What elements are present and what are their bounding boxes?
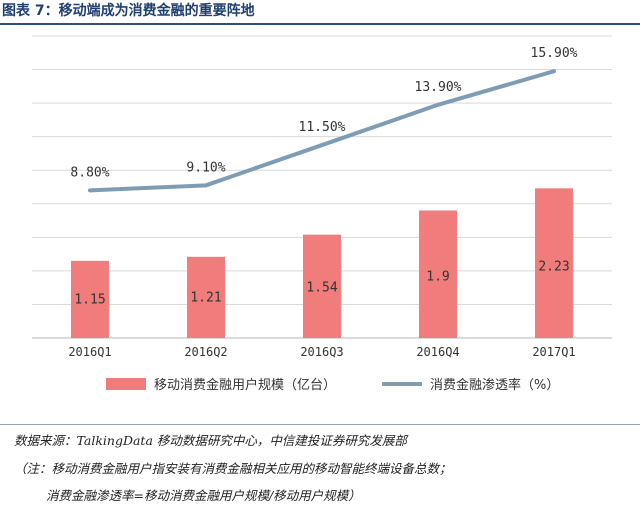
line-point-2016Q3 bbox=[320, 143, 324, 148]
line-value-label: 11.50% bbox=[299, 120, 346, 135]
bar-value-label: 1.21 bbox=[190, 290, 221, 305]
x-tick-label: 2016Q1 bbox=[68, 345, 111, 359]
line-value-label: 13.90% bbox=[415, 80, 462, 95]
bar-value-label: 1.15 bbox=[74, 292, 105, 307]
line-point-2016Q2 bbox=[204, 183, 208, 188]
legend: 移动消费金融用户规模（亿台） 消费金融渗透率（%） bbox=[106, 377, 559, 393]
bar-value-label: 1.54 bbox=[306, 280, 337, 295]
bar-series: 1.15 1.21 1.54 1.9 2.23 bbox=[71, 188, 573, 338]
line-value-label: 8.80% bbox=[70, 165, 109, 180]
bar-2017Q1 bbox=[535, 188, 573, 338]
legend-line-label: 消费金融渗透率（%） bbox=[430, 377, 559, 393]
bar-2016Q1 bbox=[71, 260, 109, 338]
line-series: 8.80% 9.10% 11.50% 13.90% 15.90% bbox=[70, 46, 578, 193]
legend-bar-swatch bbox=[106, 378, 146, 390]
x-tick-label: 2016Q3 bbox=[300, 345, 343, 359]
title-rule bbox=[0, 23, 640, 25]
bar-2016Q2 bbox=[187, 256, 225, 338]
figure-title: 图表 7：移动端成为消费金融的重要阵地 bbox=[2, 3, 255, 19]
source-rule bbox=[0, 424, 640, 425]
source-note: 数据来源：TalkingData 移动数据研究中心，中信建投证券研究发展部 bbox=[14, 433, 407, 448]
bar-2016Q3 bbox=[303, 234, 341, 338]
line-value-label: 9.10% bbox=[186, 160, 225, 175]
bar-value-label: 1.9 bbox=[426, 270, 449, 285]
line-point-2016Q4 bbox=[436, 102, 440, 107]
x-tick-label: 2016Q4 bbox=[416, 345, 459, 359]
footnote-line-1: （注：移动消费金融用户指安装有消费金融相关应用的移动智能终端设备总数； bbox=[14, 461, 452, 476]
legend-bar-label: 移动消费金融用户规模（亿台） bbox=[154, 377, 336, 393]
footnote-line-2: 消费金融渗透率=移动消费金融用户规模/移动用户规模） bbox=[46, 488, 361, 503]
bar-2016Q4 bbox=[419, 210, 457, 338]
bar-value-label: 2.23 bbox=[538, 260, 569, 275]
x-tick-label: 2017Q1 bbox=[532, 345, 575, 359]
line-value-label: 15.90% bbox=[531, 46, 578, 61]
x-tick-label: 2016Q2 bbox=[184, 345, 227, 359]
x-axis-ticks: 2016Q1 2016Q2 2016Q3 2016Q4 2017Q1 bbox=[68, 345, 575, 359]
line-point-2017Q1 bbox=[552, 69, 556, 74]
combo-chart: 1.15 1.21 1.54 1.9 2.23 8.80% 9.10% 11.50% 13.9… bbox=[32, 35, 612, 393]
line-point-2016Q1 bbox=[88, 188, 92, 193]
